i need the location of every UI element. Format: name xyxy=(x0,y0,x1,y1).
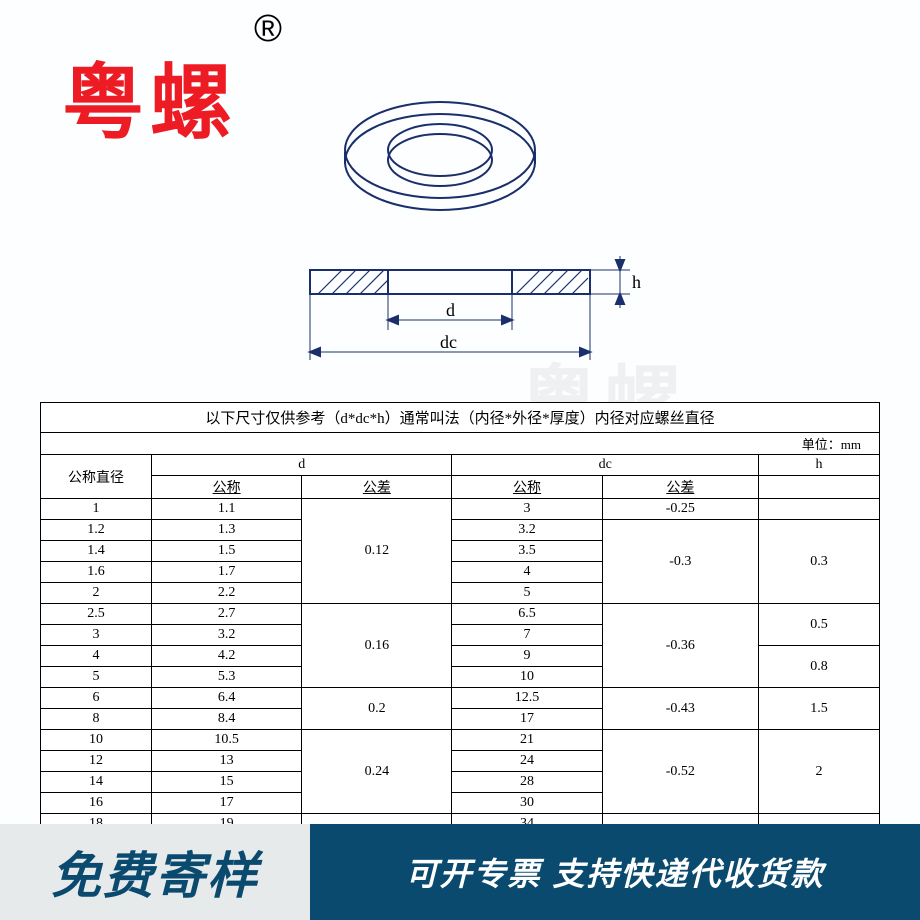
label-h: h xyxy=(632,272,641,292)
banner-left: 免费寄样 xyxy=(0,824,310,920)
brand-logo: 粤螺 xyxy=(62,36,238,155)
registered-mark: ® xyxy=(254,8,282,51)
promo-banner: 免费寄样 可开专票 支持快递代收货款 xyxy=(0,824,920,920)
label-dc: dc xyxy=(440,332,457,352)
banner-right: 可开专票 支持快递代收货款 xyxy=(310,824,920,920)
washer-diagram: d dc h xyxy=(270,60,650,400)
label-d: d xyxy=(446,300,455,320)
